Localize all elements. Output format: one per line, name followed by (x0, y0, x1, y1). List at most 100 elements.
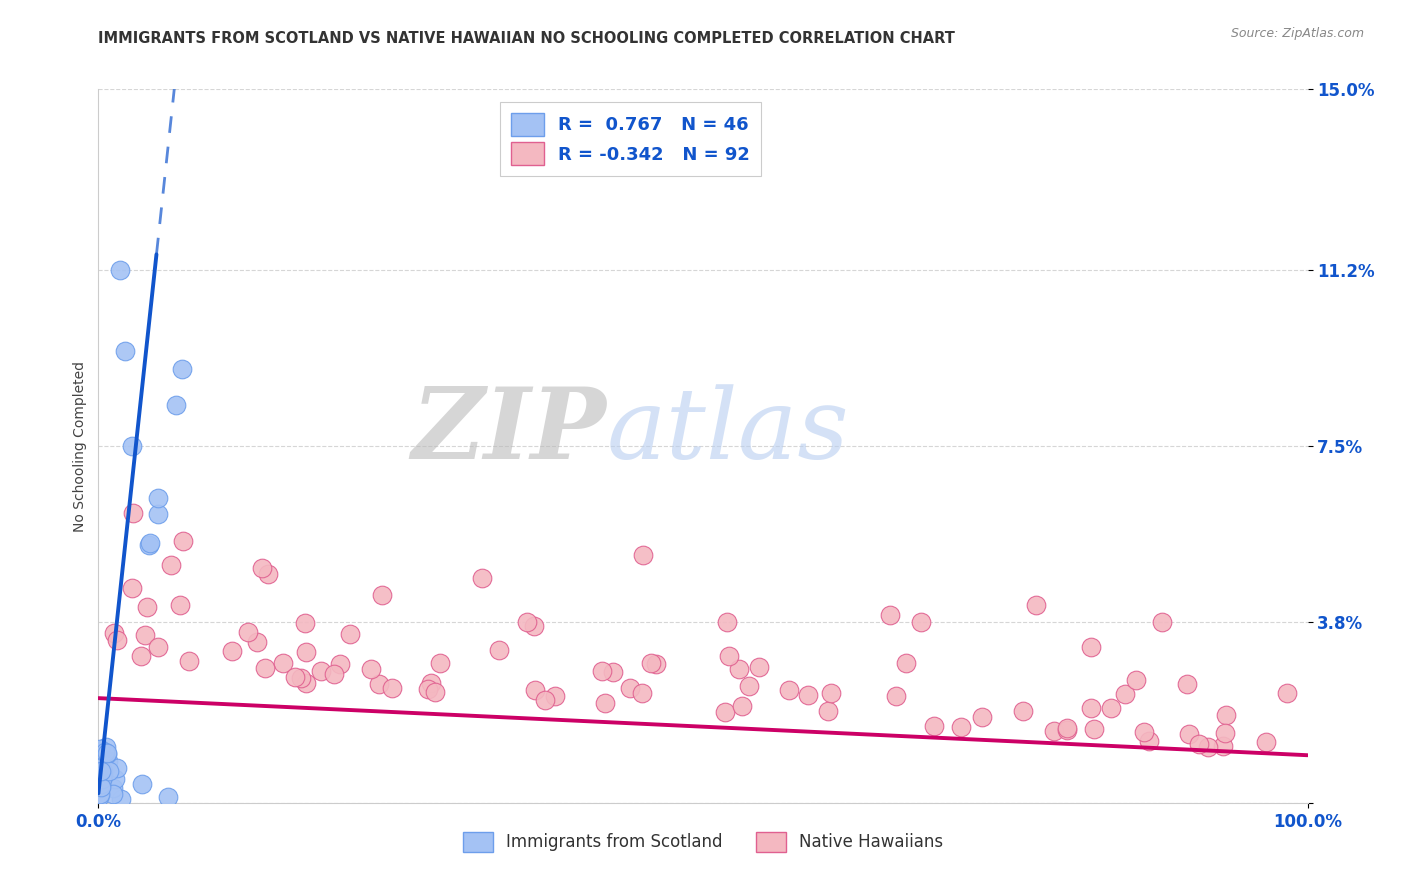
Point (1178, 727, 1201, 741)
Point (89, 761, 111, 775)
Point (91, 769, 114, 783)
Point (101, 787, 124, 801)
Point (950, 720, 973, 734)
Point (370, 588, 392, 602)
Point (1275, 686, 1298, 700)
Point (1133, 725, 1156, 739)
Point (170, 362, 193, 376)
Point (429, 657, 451, 671)
Point (778, 683, 800, 698)
Point (96, 746, 118, 760)
Point (294, 615, 316, 630)
Point (94, 762, 117, 776)
Point (738, 679, 761, 693)
Point (94, 745, 117, 759)
Point (416, 681, 439, 696)
Point (108, 263, 131, 277)
Point (157, 790, 180, 805)
Point (148, 491, 170, 505)
Point (290, 671, 312, 685)
Point (322, 666, 344, 681)
Point (172, 534, 194, 549)
Point (922, 718, 945, 732)
Point (1012, 704, 1035, 718)
Point (894, 656, 917, 670)
Point (121, 581, 143, 595)
Point (165, 398, 187, 412)
Text: Source: ZipAtlas.com: Source: ZipAtlas.com (1230, 27, 1364, 40)
Point (817, 704, 839, 718)
Point (748, 660, 770, 674)
Point (524, 683, 547, 698)
Point (420, 676, 443, 690)
Point (1137, 734, 1160, 748)
Point (122, 506, 145, 520)
Point (1188, 737, 1211, 751)
Point (131, 777, 153, 791)
Point (820, 686, 842, 700)
Point (1042, 724, 1064, 739)
Point (97, 754, 120, 768)
Point (619, 681, 641, 695)
Point (93, 757, 115, 772)
Point (591, 664, 613, 678)
Point (1114, 687, 1136, 701)
Point (105, 633, 128, 648)
Point (533, 692, 555, 706)
Point (602, 665, 624, 679)
Point (910, 615, 932, 629)
Point (96, 739, 118, 754)
Point (91, 772, 114, 787)
Point (1254, 735, 1277, 749)
Point (1080, 701, 1102, 715)
Point (295, 644, 318, 658)
Point (1212, 739, 1234, 753)
Point (169, 599, 191, 613)
Point (271, 656, 294, 670)
Point (252, 560, 274, 574)
Point (90, 772, 112, 786)
Point (523, 619, 546, 633)
Point (630, 686, 652, 700)
Point (423, 684, 446, 698)
Point (91, 776, 114, 790)
Point (253, 661, 276, 675)
Point (714, 705, 737, 719)
Point (91, 764, 114, 778)
Point (103, 626, 125, 640)
Point (87, 789, 110, 804)
Point (89, 789, 111, 804)
Point (91, 771, 114, 785)
Point (879, 607, 901, 622)
Point (87, 782, 110, 797)
Point (256, 567, 278, 582)
Point (544, 689, 567, 703)
Point (90, 777, 112, 791)
Point (91, 762, 114, 776)
Point (381, 681, 404, 696)
Point (1056, 721, 1078, 735)
Point (135, 599, 157, 614)
Point (796, 688, 818, 702)
Point (91, 768, 114, 782)
Point (114, 343, 136, 358)
Point (631, 549, 654, 563)
Point (730, 699, 752, 714)
Point (329, 657, 352, 672)
Point (360, 662, 382, 676)
Point (87, 776, 110, 790)
Point (90, 780, 112, 795)
Point (90, 764, 112, 778)
Point (89, 787, 111, 801)
Point (972, 710, 994, 724)
Point (139, 535, 162, 549)
Point (121, 439, 143, 453)
Point (134, 628, 156, 642)
Point (91, 765, 114, 780)
Point (89, 741, 111, 756)
Y-axis label: No Schooling Completed: No Schooling Completed (73, 360, 87, 532)
Point (1175, 677, 1198, 691)
Point (295, 676, 318, 690)
Point (1083, 722, 1105, 736)
Point (246, 634, 269, 648)
